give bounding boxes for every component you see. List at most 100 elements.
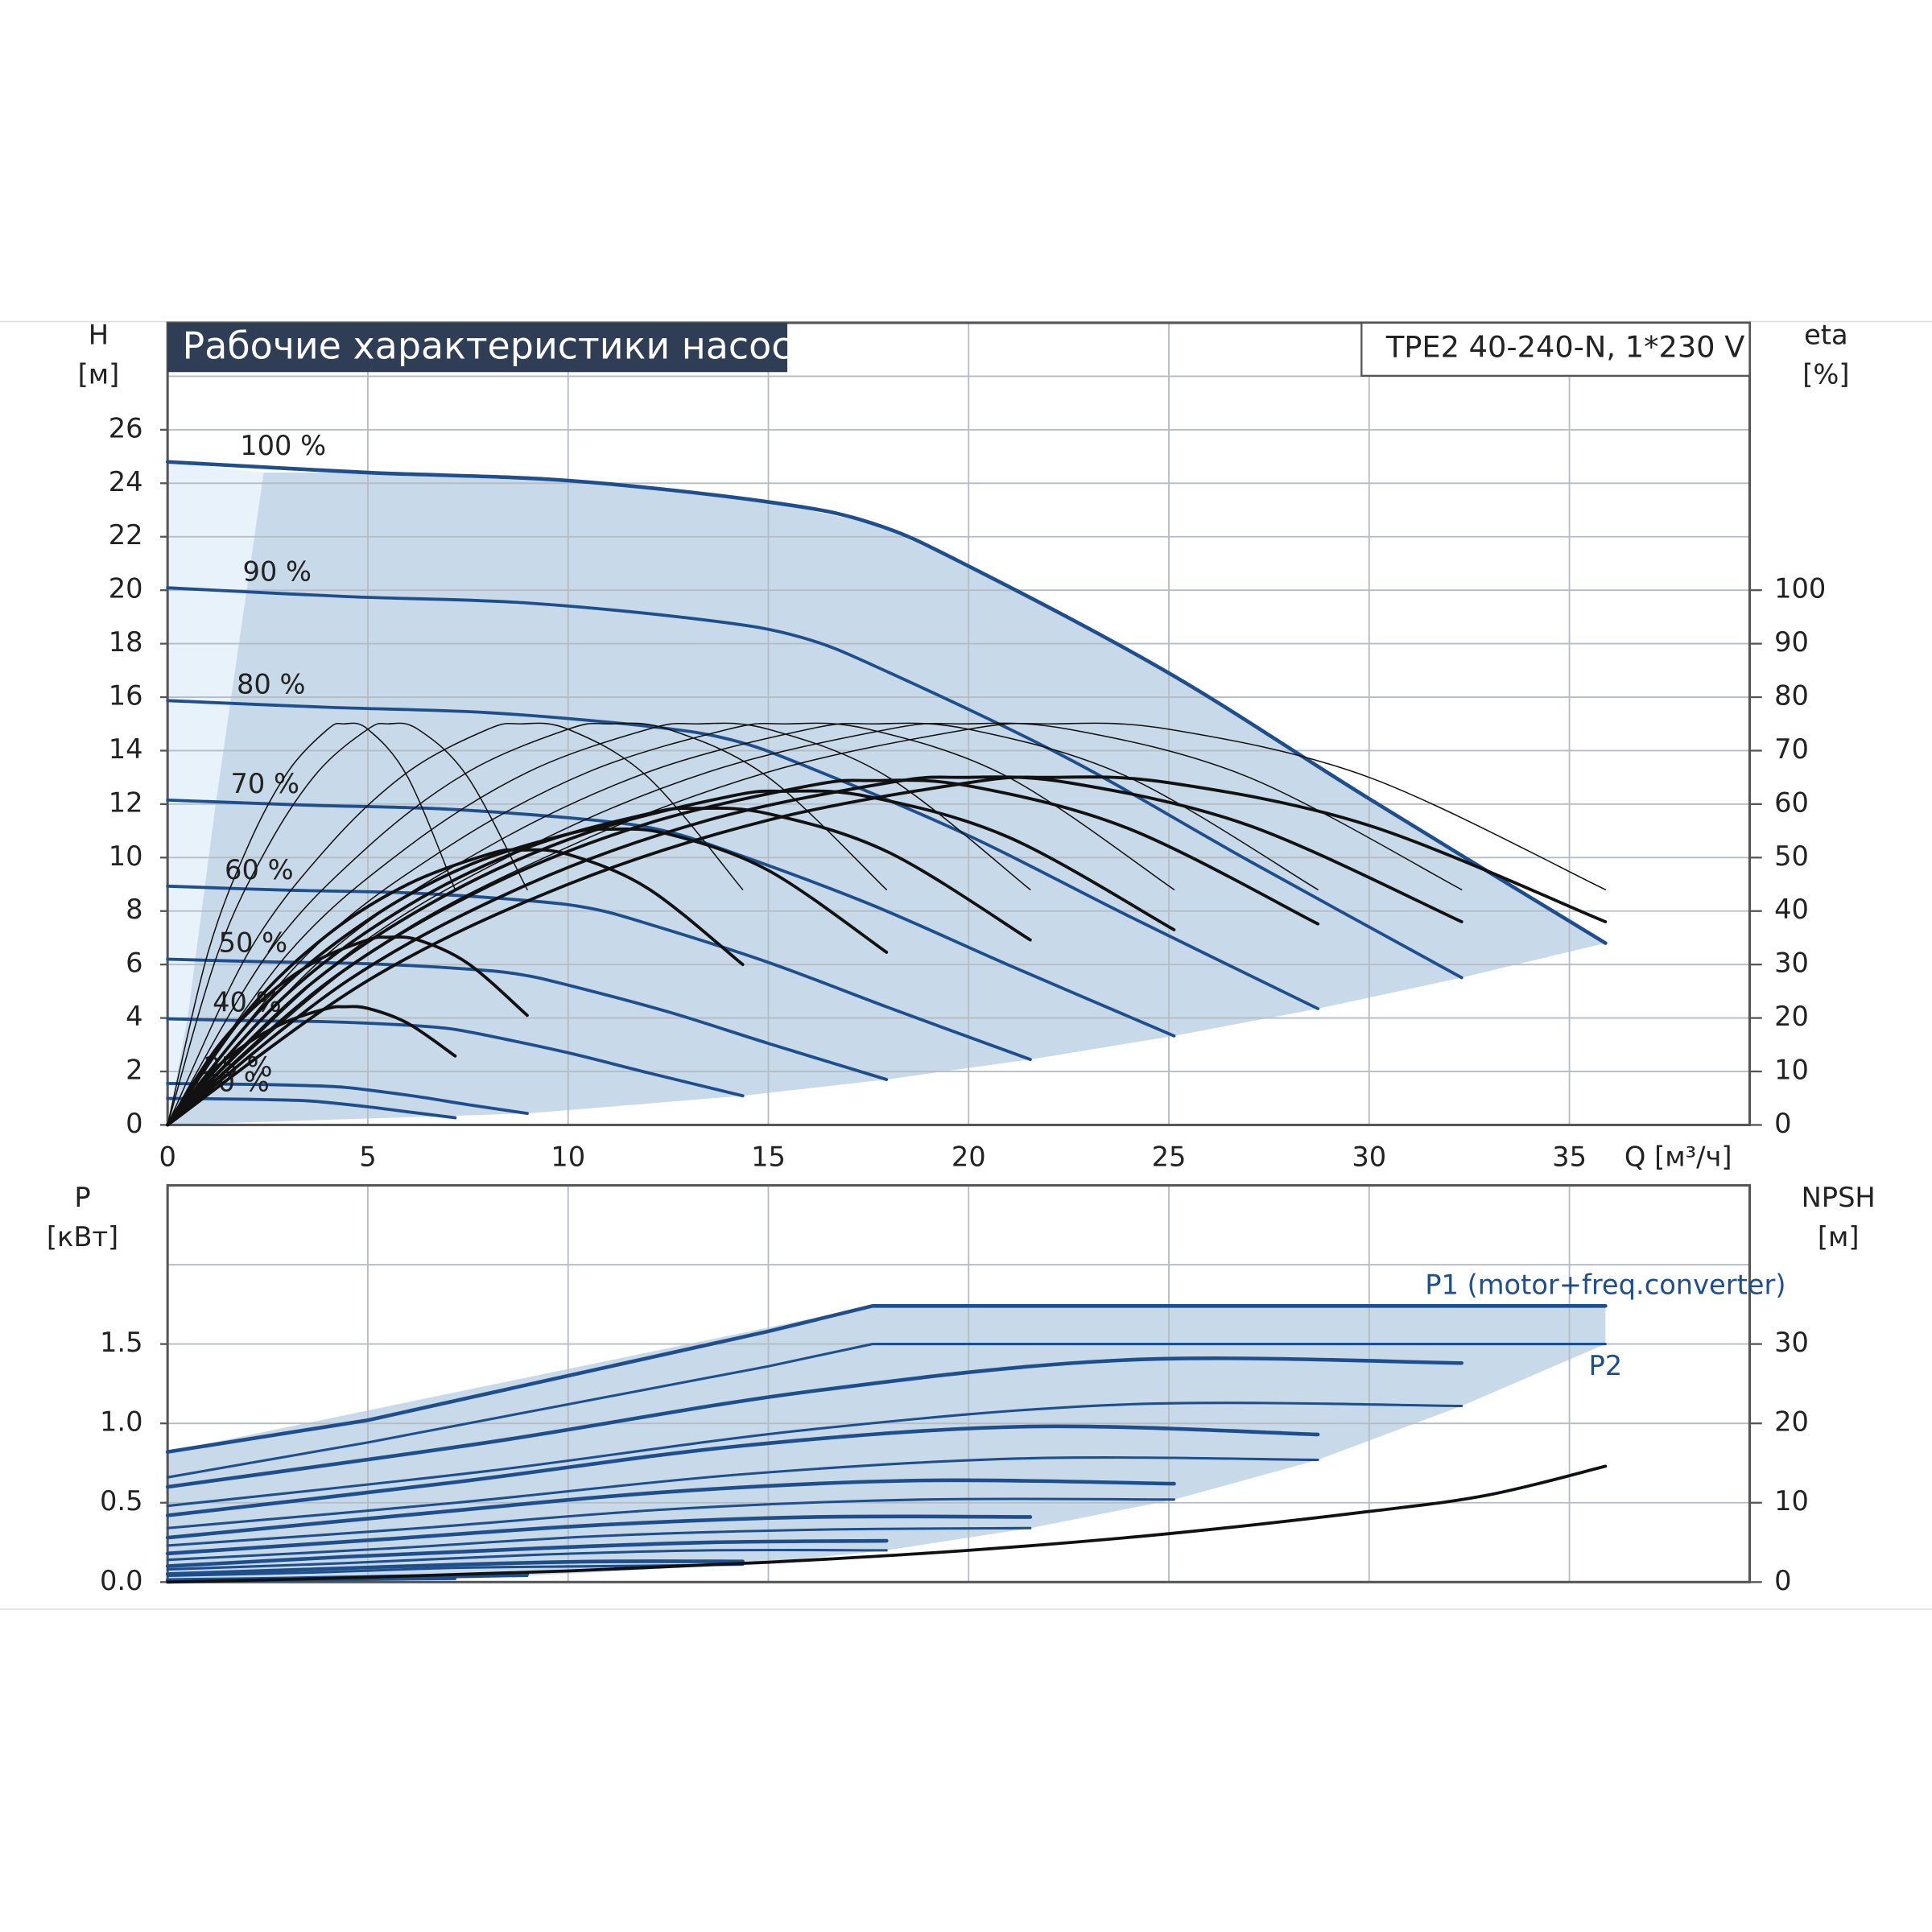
y2-axis-label: NPSH: [1802, 1182, 1876, 1213]
x-tick-label: 35: [1552, 1141, 1587, 1172]
curve: [166, 935, 529, 1127]
curve: [166, 775, 1608, 1127]
curve: [166, 699, 1320, 1010]
y2-tick-label: 100: [1774, 573, 1826, 605]
x-tick-label: 10: [551, 1141, 585, 1172]
x-tick-label: 25: [1152, 1141, 1187, 1172]
curve: [166, 798, 1176, 1038]
curve: [166, 586, 1463, 980]
curve: [166, 806, 1032, 1127]
curve: [165, 1356, 1464, 1489]
y-axis-label: [м]: [78, 358, 120, 390]
series-label: 80 %: [237, 668, 306, 700]
series-label: P1 (motor+freq.converter): [1425, 1269, 1785, 1300]
curve: [166, 1343, 1607, 1479]
curve: [165, 1424, 1320, 1517]
curve: [166, 1456, 1319, 1530]
curve: [166, 1402, 1463, 1508]
curve: [166, 957, 889, 1081]
y-tick-label: 18: [109, 626, 143, 658]
x-tick-label: 5: [359, 1141, 376, 1172]
curve: [166, 1497, 1176, 1547]
curve: [166, 827, 889, 1127]
curve: [166, 1526, 1032, 1562]
curve: [166, 1082, 529, 1116]
y2-tick-label: 20: [1774, 1001, 1809, 1032]
y2-tick-label: 90: [1774, 626, 1809, 658]
y-axis-label: P: [74, 1182, 90, 1213]
y2-tick-label: 60: [1774, 786, 1809, 818]
title-box: [167, 323, 788, 373]
y2-tick-label: 20: [1774, 1406, 1809, 1438]
x-tick-label: 30: [1352, 1141, 1386, 1172]
model-box: [1360, 321, 1751, 377]
curve: [167, 722, 888, 1126]
curve: [166, 1005, 457, 1127]
y-tick-label: 12: [109, 786, 143, 818]
y-tick-label: 4: [126, 1001, 142, 1032]
curve: [166, 1563, 745, 1577]
curve: [166, 775, 1463, 1127]
curve: [165, 1514, 1033, 1556]
y-axis-label: [кВт]: [47, 1221, 118, 1253]
y-tick-label: 24: [109, 466, 143, 497]
y-tick-label: 14: [109, 733, 143, 765]
curve: [165, 1538, 889, 1568]
y-tick-label: 1.0: [100, 1406, 143, 1438]
curve: [166, 1464, 1608, 1584]
curve: [167, 722, 528, 1126]
curve: [166, 848, 745, 1127]
y2-axis-label: [%]: [1802, 358, 1849, 390]
curve: [166, 789, 1176, 1127]
curve: [166, 884, 1032, 1061]
curve: [167, 722, 1463, 1126]
curve: [167, 722, 744, 1126]
curve: [166, 1096, 457, 1120]
plot-frame: [166, 321, 1751, 1126]
y-tick-label: 26: [109, 412, 143, 444]
y2-tick-label: 0: [1774, 1565, 1791, 1596]
operating-area: [167, 1306, 1606, 1583]
y-tick-label: 0: [126, 1108, 142, 1139]
y-tick-label: 6: [126, 947, 142, 979]
y2-tick-label: 0: [1774, 1108, 1791, 1139]
chart-subtitle: TPE2 40-240-N, 1*230 V: [1385, 330, 1745, 365]
curve: [167, 722, 456, 1126]
curve: [165, 1478, 1176, 1540]
x-tick-label: 15: [751, 1141, 786, 1172]
y-tick-label: 0.5: [100, 1485, 143, 1517]
y-tick-label: 2: [126, 1055, 142, 1086]
curve: [167, 722, 1319, 1126]
curve: [165, 460, 1608, 945]
y-axis-label: H: [89, 319, 109, 350]
curve: [165, 1559, 745, 1576]
y2-tick-label: 40: [1774, 894, 1809, 925]
curve: [167, 722, 1031, 1126]
y-tick-label: 8: [126, 894, 142, 925]
curve: [166, 778, 1320, 1127]
y2-tick-label: 80: [1774, 680, 1809, 712]
curve: [165, 1303, 1608, 1454]
y-tick-label: 10: [109, 840, 143, 872]
y2-axis-label: eta: [1804, 319, 1848, 350]
series-label: 100 %: [240, 430, 326, 461]
y2-tick-label: 30: [1774, 1327, 1809, 1358]
y2-tick-label: 30: [1774, 947, 1809, 979]
y-tick-label: 1.5: [100, 1327, 143, 1358]
y-tick-label: 16: [109, 680, 143, 712]
y-tick-label: 22: [109, 519, 143, 551]
series-label: 60 %: [225, 854, 294, 886]
y-tick-label: 0.0: [100, 1565, 143, 1596]
y2-axis-label: [м]: [1818, 1221, 1860, 1253]
x-tick-label: 20: [952, 1141, 986, 1172]
series-label: 50 %: [219, 927, 288, 959]
curve: [166, 1548, 888, 1571]
series-label: P2: [1588, 1350, 1622, 1381]
y2-tick-label: 70: [1774, 733, 1809, 765]
y2-tick-label: 10: [1774, 1055, 1809, 1086]
x-axis-label: Q [м³/ч]: [1624, 1141, 1732, 1172]
y2-tick-label: 50: [1774, 840, 1809, 872]
plots: 0 5 10 15 20 25 30 3502468101214161820222426010…: [47, 319, 1876, 1596]
